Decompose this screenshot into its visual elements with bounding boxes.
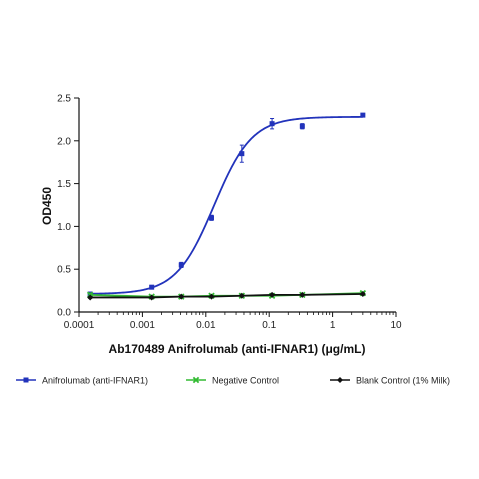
x-tick-label: 10	[390, 320, 402, 331]
data-point	[360, 112, 366, 118]
series-3	[87, 291, 366, 301]
legend-label: Blank Control (1% Milk)	[356, 376, 450, 386]
data-point	[178, 262, 184, 268]
axes: 0.0 0.5 1.0 1.5 2.0 2.5 0.0001 0.001 0.01 0.1 1 10	[57, 94, 402, 332]
series-1	[87, 112, 366, 297]
data-point	[299, 123, 305, 129]
y-tick-label: 1.5	[57, 179, 71, 190]
legend-item-1: Anifrolumab (anti-IFNAR1)	[16, 376, 148, 386]
y-tick-label: 2.5	[57, 94, 71, 105]
data-point	[208, 215, 214, 221]
data-point	[269, 291, 276, 298]
data-point	[149, 284, 155, 290]
legend-marker	[337, 377, 343, 383]
y-axis-title: OD450	[40, 187, 54, 225]
x-axis-title: Ab170489 Anifrolumab (anti-IFNAR1) (μg/m…	[109, 342, 366, 356]
legend-marker	[23, 377, 29, 383]
y-tick-label: 1.0	[57, 222, 71, 233]
legend-marker	[192, 376, 200, 384]
x-tick-label: 1	[330, 320, 336, 331]
legend-item-3: Blank Control (1% Milk)	[330, 376, 450, 386]
series-line	[90, 293, 363, 299]
x-tick-label: 0.01	[196, 320, 216, 331]
data-point	[239, 151, 245, 157]
y-tick-label: 0.5	[57, 265, 71, 276]
legend: Anifrolumab (anti-IFNAR1) Negative Contro…	[16, 376, 450, 386]
legend-item-2: Negative Control	[186, 376, 279, 386]
data-point	[208, 293, 215, 300]
data-point	[87, 294, 94, 301]
data-point	[178, 293, 185, 300]
data-point	[269, 121, 275, 127]
data-point	[359, 291, 366, 298]
data-point	[148, 294, 155, 301]
x-tick-label: 0.001	[130, 320, 155, 331]
x-tick-label: 0.1	[262, 320, 276, 331]
legend-label: Negative Control	[212, 376, 279, 386]
x-tick-label: 0.0001	[64, 320, 95, 331]
y-tick-label: 0.0	[57, 308, 71, 319]
data-point	[238, 292, 245, 299]
data-point	[299, 291, 306, 298]
legend-label: Anifrolumab (anti-IFNAR1)	[42, 376, 148, 386]
series-line	[90, 116, 363, 295]
series-layer	[86, 112, 367, 301]
y-tick-label: 2.0	[57, 136, 71, 147]
